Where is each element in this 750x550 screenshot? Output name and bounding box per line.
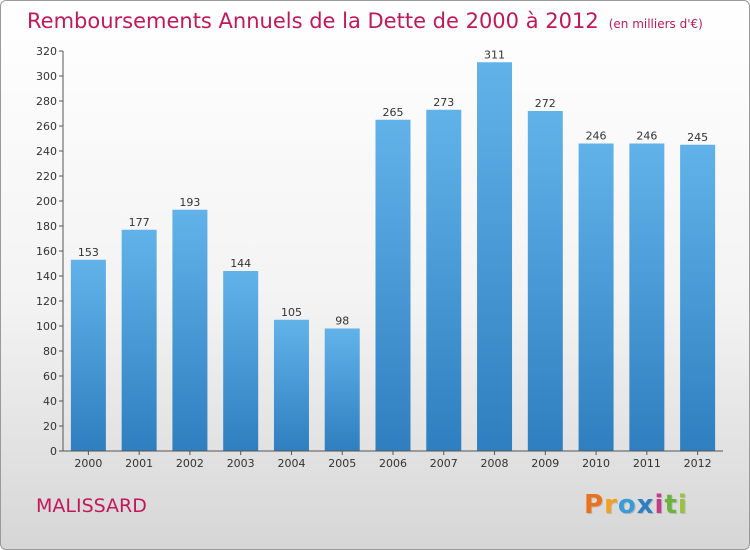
bar-value-label: 311 <box>484 48 505 61</box>
bar <box>375 119 411 451</box>
bar-value-label: 265 <box>383 106 404 119</box>
logo-letter: x <box>636 490 655 520</box>
y-tick-label: 120 <box>36 295 57 308</box>
x-tick-label: 2006 <box>379 457 407 470</box>
logo-letter: t <box>664 490 678 520</box>
bar <box>426 109 462 451</box>
bar <box>223 271 259 451</box>
y-tick-label: 200 <box>36 195 57 208</box>
bar <box>70 259 106 451</box>
y-tick-label: 220 <box>36 170 57 183</box>
y-tick-label: 20 <box>43 420 57 433</box>
y-tick-label: 240 <box>36 145 57 158</box>
y-axis: 0 20 40 60 80 100 120 140 160 180 200 220 240 260 280 3… <box>36 45 64 458</box>
logo-letter: o <box>617 490 637 520</box>
proxiti-logo: Proxiti <box>584 490 688 520</box>
y-tick-label: 100 <box>36 320 57 333</box>
bar <box>527 111 563 451</box>
y-tick-label: 260 <box>36 120 57 133</box>
bar-value-label: 273 <box>433 96 454 109</box>
bar <box>578 143 614 451</box>
y-tick-label: 280 <box>36 95 57 108</box>
bar-value-label: 105 <box>281 306 302 319</box>
y-tick-label: 140 <box>36 270 57 283</box>
x-tick-label: 2009 <box>531 457 559 470</box>
bar-value-label: 153 <box>78 246 99 259</box>
bar-value-label: 193 <box>179 196 200 209</box>
bar-value-label: 245 <box>687 131 708 144</box>
bar <box>629 143 665 451</box>
x-axis: 2000 2001 2002 2003 2004 2005 2006 2007 2008 2009… <box>63 450 723 470</box>
chart-title-text: Remboursements Annuels de la Dette de 20… <box>27 9 599 33</box>
y-tick-label: 0 <box>50 445 57 458</box>
x-tick-label: 2004 <box>277 457 305 470</box>
logo-letter: r <box>604 490 618 520</box>
bar-value-label: 177 <box>129 216 150 229</box>
y-tick-label: 60 <box>43 370 57 383</box>
bar <box>273 319 309 451</box>
x-tick-label: 2003 <box>227 457 255 470</box>
y-tick-label: 80 <box>43 345 57 358</box>
logo-letter: P <box>584 490 605 520</box>
bars-group: 153 177 193 144 105 98 265 273 311 272 246 246 245 <box>70 48 716 451</box>
bar-value-label: 272 <box>535 97 556 110</box>
bar <box>680 144 716 451</box>
y-tick-label: 180 <box>36 220 57 233</box>
y-tick-label: 160 <box>36 245 57 258</box>
y-tick-label: 40 <box>43 395 57 408</box>
x-tick-label: 2002 <box>176 457 204 470</box>
chart-unit-text: (en milliers d'€) <box>608 17 703 31</box>
x-tick-label: 2001 <box>125 457 153 470</box>
bar <box>477 62 513 451</box>
y-tick-label: 320 <box>36 45 57 58</box>
bar <box>324 328 360 451</box>
x-tick-label: 2005 <box>328 457 356 470</box>
x-tick-label: 2010 <box>582 457 610 470</box>
bar <box>121 229 157 451</box>
bar-value-label: 246 <box>586 130 607 143</box>
bar-value-label: 144 <box>230 257 251 270</box>
x-tick-label: 2007 <box>430 457 458 470</box>
x-tick-label: 2011 <box>633 457 661 470</box>
bar-value-label: 98 <box>335 315 349 328</box>
logo-letter: i <box>677 490 688 520</box>
x-tick-label: 2000 <box>74 457 102 470</box>
x-tick-label: 2012 <box>684 457 712 470</box>
y-tick-label: 300 <box>36 70 57 83</box>
bar-value-label: 246 <box>636 130 657 143</box>
chart-title: Remboursements Annuels de la Dette de 20… <box>27 9 703 33</box>
x-tick-label: 2008 <box>481 457 509 470</box>
logo-letter: i <box>654 490 665 520</box>
commune-name: MALISSARD <box>36 495 147 517</box>
bar <box>172 209 208 451</box>
